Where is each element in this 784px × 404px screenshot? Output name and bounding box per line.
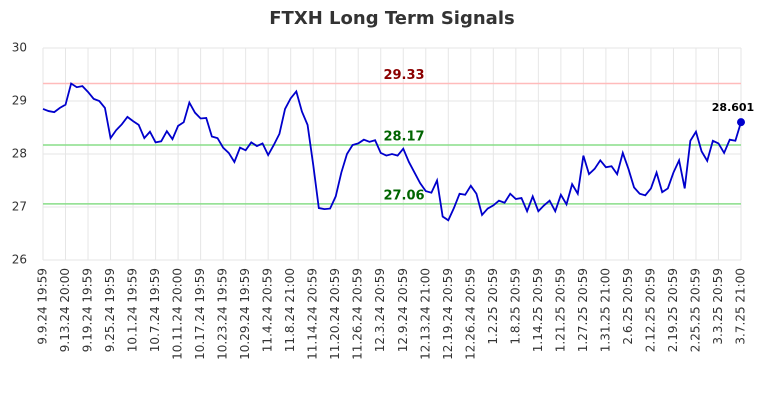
- x-tick-label: 3.7.25 21:00: [734, 268, 748, 345]
- signal-label: 29.33: [383, 68, 424, 83]
- x-tick-label: 1.31.25 21:00: [598, 268, 612, 352]
- x-tick-label: 10.7.24 19:59: [148, 268, 162, 352]
- x-tick-label: 1.27.25 20:59: [576, 268, 590, 352]
- signal-label: 27.06: [383, 188, 424, 203]
- x-tick-label: 1.14.25 20:59: [531, 268, 545, 352]
- y-tick-label: 27: [12, 200, 27, 214]
- x-tick-label: 9.19.24 19:59: [81, 268, 95, 352]
- x-tick-label: 12.9.24 20:59: [396, 268, 410, 352]
- y-tick-label: 28: [12, 147, 27, 161]
- x-tick-label: 10.23.24 19:59: [216, 268, 230, 360]
- x-tick-label: 10.11.24 20:00: [171, 268, 185, 360]
- x-tick-label: 2.12.25 20:59: [643, 268, 657, 352]
- x-tick-label: 2.25.25 20:59: [688, 268, 702, 352]
- y-tick-label: 29: [12, 94, 27, 108]
- x-tick-label: 11.26.24 20:59: [351, 268, 365, 360]
- x-tick-label: 12.3.24 20:59: [373, 268, 387, 352]
- chart-title: FTXH Long Term Signals: [269, 8, 514, 29]
- last-point: [737, 118, 745, 127]
- x-tick-label: 12.19.24 20:59: [441, 268, 455, 360]
- x-tick-label: 11.8.24 21:00: [283, 268, 297, 352]
- x-tick-label: 9.13.24 20:00: [58, 268, 72, 352]
- x-tick-label: 1.21.25 20:59: [553, 268, 567, 352]
- x-tick-label: 10.29.24 19:59: [238, 268, 252, 360]
- y-tick-label: 30: [12, 41, 27, 55]
- x-tick-label: 11.20.24 20:59: [328, 268, 342, 360]
- x-tick-label: 9.9.24 19:59: [36, 268, 50, 345]
- x-tick-label: 11.4.24 20:59: [261, 268, 275, 352]
- x-tick-label: 3.3.25 20:59: [711, 268, 725, 345]
- x-tick-label: 12.26.24 20:59: [463, 268, 477, 360]
- x-tick-label: 10.17.24 19:59: [193, 268, 207, 360]
- x-tick-label: 1.8.25 20:59: [508, 268, 522, 345]
- x-tick-label: 10.1.24 19:59: [126, 268, 140, 352]
- x-tick-label: 9.25.24 19:59: [103, 268, 117, 352]
- x-tick-label: 11.14.24 20:59: [306, 268, 320, 360]
- x-tick-label: 2.6.25 20:59: [621, 268, 635, 345]
- price-line: [42, 82, 742, 222]
- signal-label: 28.17: [383, 129, 424, 144]
- last-value-label: 28.601: [712, 101, 754, 114]
- x-tick-label: 2.19.25 20:59: [666, 268, 680, 352]
- y-tick-label: 26: [12, 253, 27, 267]
- x-tick-label: 1.2.25 20:59: [486, 268, 500, 345]
- x-tick-label: 12.13.24 21:00: [418, 268, 432, 360]
